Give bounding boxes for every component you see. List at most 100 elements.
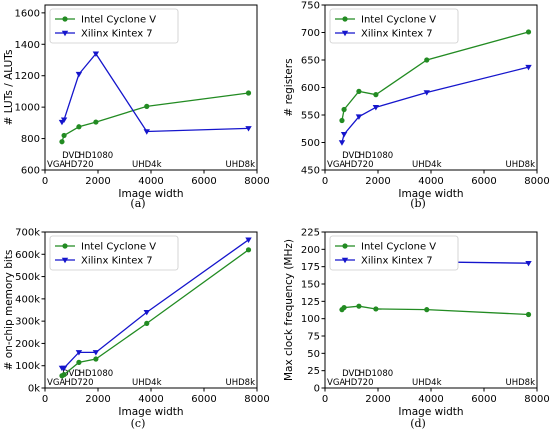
x-axis-label: Image width xyxy=(398,406,463,418)
legend-marker xyxy=(62,16,68,22)
resolution-label-hd720: HD720 xyxy=(344,160,373,170)
legend-label: Xilinx Kintex 7 xyxy=(361,256,433,267)
resolution-label-hd720: HD720 xyxy=(64,160,93,170)
x-tick-label: 8000 xyxy=(244,394,269,405)
series-line-intel xyxy=(61,92,249,142)
series-line-intel xyxy=(341,305,529,316)
y-tick-label: 500 xyxy=(301,138,320,149)
y-tick-label: 100 xyxy=(301,314,320,325)
data-point-intel xyxy=(245,247,252,253)
chart-d: 0 2000 4000 6000 8000 0 25 50 75 100 125 150 175 200 2… xyxy=(283,228,550,431)
series-line-intel xyxy=(341,31,529,121)
x-tick-label: 8000 xyxy=(524,394,549,405)
x-tick-label: 4000 xyxy=(418,394,443,405)
data-point-intel xyxy=(424,307,430,313)
legend-marker xyxy=(61,30,69,37)
y-tick-label: 650 xyxy=(301,56,320,67)
data-point-xilinx xyxy=(60,365,68,372)
y-tick-label: 200k xyxy=(15,339,40,350)
data-point-intel xyxy=(373,306,379,312)
resolution-label-uhd4k: UHD4k xyxy=(132,160,162,170)
data-point-intel xyxy=(373,92,379,98)
legend-label: Intel Cyclone V xyxy=(81,242,156,253)
legend xyxy=(49,235,179,271)
x-tick-label: 2000 xyxy=(365,394,390,405)
resolution-label-dvd: DVD xyxy=(62,151,81,161)
y-tick-label: 600k xyxy=(15,250,40,261)
chart-a: 0 2000 4000 6000 8000 600 800 1000 1200 1400 1600 I… xyxy=(3,4,270,210)
data-point-xilinx xyxy=(92,51,100,57)
y-tick-label: 100k xyxy=(15,361,40,372)
data-point-intel xyxy=(424,57,430,63)
x-tick-label: 2000 xyxy=(85,176,110,187)
y-tick-label: 550 xyxy=(301,111,320,122)
resolution-label-vga: VGA xyxy=(327,160,345,170)
x-tick-label: 4000 xyxy=(138,176,163,187)
y-tick-label: 800 xyxy=(21,134,40,145)
data-point-intel xyxy=(341,304,347,311)
data-point-xilinx xyxy=(143,309,150,316)
resolution-label-dvd: DVD xyxy=(342,369,361,379)
resolution-label-hd1080: HD1080 xyxy=(79,151,114,161)
y-tick-label: 125 xyxy=(301,297,320,308)
data-point-intel xyxy=(356,303,362,309)
y-tick-label: 75 xyxy=(307,332,320,343)
x-tick-label: 0 xyxy=(322,394,328,405)
data-point-intel xyxy=(93,119,99,125)
y-axis-label: # on-chip memory bits xyxy=(3,250,15,371)
resolution-label-vga: VGA xyxy=(47,160,65,170)
data-point-intel xyxy=(76,359,82,365)
data-point-xilinx xyxy=(525,64,532,71)
y-tick-label: 175 xyxy=(301,262,320,273)
legend xyxy=(329,235,459,271)
legend-marker xyxy=(341,30,349,37)
data-point-xilinx xyxy=(245,126,252,132)
data-point-intel xyxy=(93,356,99,362)
series-line-xilinx xyxy=(61,52,249,133)
x-axis-label: Image width xyxy=(118,188,183,200)
chart-caption: (a) xyxy=(130,197,145,210)
data-point-intel xyxy=(76,124,82,130)
resolution-label-vga: VGA xyxy=(327,378,345,388)
y-tick-label: 200 xyxy=(301,245,320,256)
resolution-label-vga: VGA xyxy=(47,378,65,388)
x-tick-label: 8000 xyxy=(244,176,269,187)
y-tick-label: 1400 xyxy=(15,40,40,51)
x-tick-label: 4000 xyxy=(418,176,443,187)
chart-caption: (b) xyxy=(410,197,426,210)
legend-marker xyxy=(342,16,348,22)
y-tick-label: 600 xyxy=(21,166,40,177)
data-point-intel xyxy=(525,29,532,35)
data-point-intel xyxy=(341,106,347,113)
y-tick-label: 150 xyxy=(301,280,320,291)
data-point-xilinx xyxy=(245,237,252,243)
data-point-intel xyxy=(245,90,252,96)
data-point-intel xyxy=(59,139,65,145)
legend-marker xyxy=(62,243,68,249)
chart-c: 0 2000 4000 6000 8000 0k 100k 200k 300k 400k 500k 6… xyxy=(3,228,270,431)
y-tick-label: 450 xyxy=(301,166,320,177)
y-tick-label: 300k xyxy=(15,317,40,328)
legend-label: Xilinx Kintex 7 xyxy=(81,256,153,267)
y-tick-label: 600 xyxy=(301,83,320,94)
resolution-label-hd720: HD720 xyxy=(64,378,93,388)
x-tick-label: 6000 xyxy=(471,394,496,405)
data-point-xilinx xyxy=(355,114,363,120)
data-point-xilinx xyxy=(340,132,348,138)
x-tick-label: 4000 xyxy=(138,394,163,405)
x-axis-label: Image width xyxy=(398,188,463,200)
data-point-intel xyxy=(61,132,67,139)
series-line-xilinx xyxy=(341,66,529,143)
x-tick-label: 0 xyxy=(42,176,48,187)
legend xyxy=(49,8,179,44)
y-tick-label: 50 xyxy=(307,349,320,360)
legend-marker xyxy=(61,257,69,264)
y-tick-label: 1000 xyxy=(15,103,40,114)
resolution-label-uhd4k: UHD4k xyxy=(412,378,442,388)
data-point-xilinx xyxy=(75,350,83,356)
data-point-xilinx xyxy=(92,350,100,356)
resolution-label-uhd4k: UHD4k xyxy=(132,378,162,388)
resolution-label-uhd4k: UHD4k xyxy=(412,160,442,170)
x-tick-label: 2000 xyxy=(365,176,390,187)
